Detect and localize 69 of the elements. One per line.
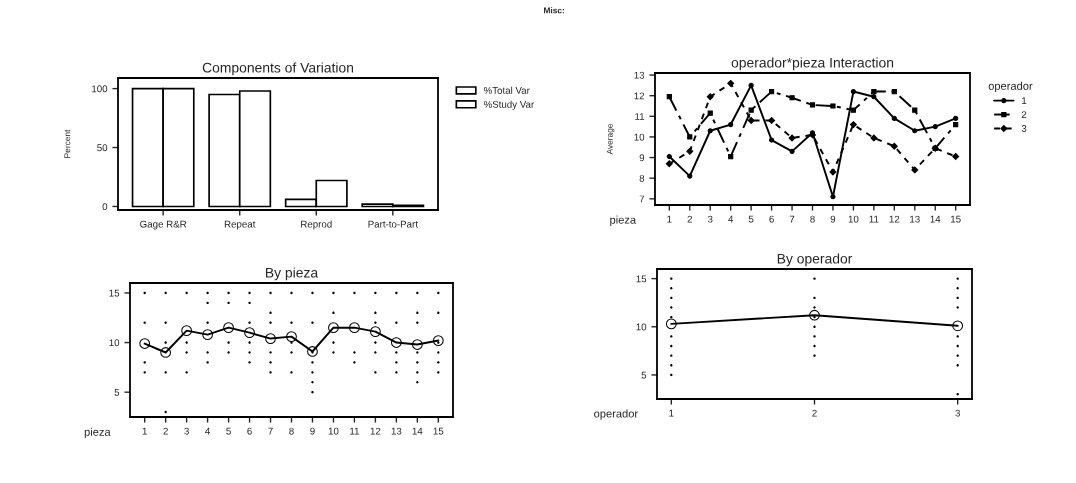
x-tick-label: 1 <box>142 427 147 435</box>
x-tick-label: 5 <box>748 215 754 223</box>
x-tick-label: 10 <box>848 215 859 223</box>
legend-label: %Study Var <box>483 100 535 110</box>
x-tick-label: 6 <box>247 427 252 435</box>
x-tick-label: 3 <box>707 215 713 223</box>
x-axis-title: pieza <box>84 427 111 439</box>
x-tick-label: 12 <box>370 427 381 435</box>
y-tick-label: 100 <box>92 85 108 93</box>
chart-title: Components of Variation <box>202 62 354 76</box>
x-tick-label: 8 <box>289 427 294 435</box>
text: Misc: <box>544 7 564 14</box>
x-tick-label: 14 <box>930 215 941 223</box>
x-tick-label: 15 <box>433 427 444 435</box>
y-tick-label: 12 <box>634 92 645 100</box>
y-tick-label: 8 <box>639 174 645 182</box>
x-tick-label: 7 <box>789 215 795 223</box>
legend-label: 1 <box>1022 97 1027 105</box>
x-tick-label: 15 <box>951 215 961 223</box>
chart-title: operador*pieza Interaction <box>731 57 894 71</box>
x-tick-label: 4 <box>205 427 211 435</box>
legend-title: operador <box>988 81 1033 93</box>
x-tick-label: 7 <box>268 427 273 435</box>
y-tick-label: 50 <box>97 144 108 152</box>
y-tick-label: 15 <box>636 275 647 283</box>
y-tick-label: 11 <box>635 113 645 120</box>
x-tick-label: 8 <box>810 215 815 223</box>
x-tick-label: 14 <box>412 427 423 435</box>
x-tick-label: 10 <box>328 427 339 435</box>
y-tick-label: 7 <box>639 195 645 203</box>
y-tick-label: 5 <box>114 389 120 396</box>
legend-label: 2 <box>1021 111 1027 118</box>
y-tick-label: 15 <box>109 289 120 297</box>
y-axis-title: Percent <box>64 129 71 158</box>
x-tick-label: 2 <box>687 215 692 223</box>
x-tick-label: 9 <box>310 427 315 435</box>
x-tick-label: Part-to-Part <box>368 220 418 228</box>
y-tick-label: 9 <box>639 154 645 162</box>
x-tick-label: 1 <box>669 409 674 417</box>
x-axis-title: operador <box>594 409 638 420</box>
x-tick-label: Repeat <box>224 220 256 230</box>
legend-label: 3 <box>1021 125 1027 132</box>
x-tick-label: 3 <box>184 427 189 435</box>
y-tick-label: 0 <box>102 203 108 211</box>
x-tick-label: 11 <box>350 427 359 435</box>
x-tick-label: 13 <box>391 427 402 435</box>
x-tick-label: 11 <box>869 215 879 223</box>
x-tick-label: 2 <box>812 409 817 417</box>
x-tick-label: 1 <box>667 215 672 223</box>
legend-label: %Total Var <box>483 86 530 94</box>
y-tick-label: 10 <box>634 133 645 141</box>
y-tick-label: 10 <box>636 323 647 331</box>
x-axis-title: pieza <box>610 215 637 226</box>
x-tick-label: 4 <box>728 215 734 223</box>
chart-title: By pieza <box>266 267 319 281</box>
x-tick-label: 12 <box>889 215 900 223</box>
x-tick-label: Gage R&R <box>140 220 187 230</box>
x-tick-label: 13 <box>910 215 920 223</box>
x-tick-label: 6 <box>769 215 774 223</box>
x-tick-label: 5 <box>226 427 231 435</box>
x-tick-label: Reprod <box>301 220 332 230</box>
y-tick-label: 5 <box>641 371 647 379</box>
x-tick-label: 9 <box>830 215 836 223</box>
y-axis-title: Average <box>606 123 615 155</box>
y-tick-label: 13 <box>634 71 645 79</box>
y-tick-label: 10 <box>109 339 120 347</box>
x-tick-label: 2 <box>163 427 168 435</box>
x-tick-label: 3 <box>955 409 960 417</box>
chart-title: By operador <box>777 253 853 267</box>
